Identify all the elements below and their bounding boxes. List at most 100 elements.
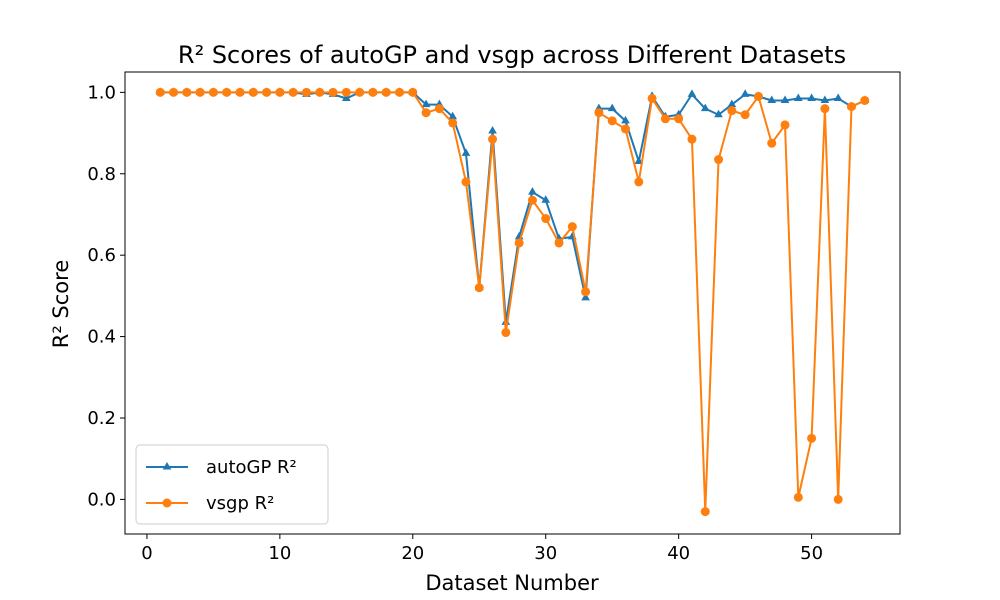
data-point [607, 103, 617, 112]
data-point [528, 187, 537, 195]
y-tick-label: 0.8 [87, 164, 116, 185]
data-point [793, 93, 803, 101]
plot-frame [124, 71, 901, 535]
data-point [820, 104, 830, 114]
legend-marker [162, 498, 172, 508]
data-point [594, 108, 604, 118]
data-point [368, 87, 378, 97]
data-point [727, 99, 737, 108]
data-point [155, 87, 165, 97]
data-point [275, 87, 285, 97]
data-point [169, 87, 179, 97]
legend-box [135, 444, 329, 525]
data-point [820, 95, 830, 103]
x-tick-label: 30 [534, 543, 557, 564]
y-tick-label: 0.0 [87, 489, 116, 510]
data-point [448, 118, 458, 128]
data-point [288, 87, 298, 97]
data-point [620, 124, 630, 134]
data-point [846, 102, 856, 112]
data-point [607, 116, 617, 126]
data-point [674, 114, 684, 124]
data-point [687, 89, 697, 97]
data-point [328, 87, 338, 97]
data-point [740, 89, 750, 97]
data-point [740, 110, 750, 120]
data-point [621, 115, 630, 124]
data-point [687, 134, 697, 144]
data-point [222, 87, 232, 97]
plot-series [155, 87, 870, 517]
data-point [767, 95, 777, 103]
data-point [554, 238, 564, 248]
data-point [461, 148, 471, 156]
data-point [714, 109, 723, 118]
data-point [753, 91, 763, 101]
data-point [807, 93, 816, 101]
legend-marker [162, 462, 172, 470]
data-point [355, 87, 365, 97]
x-tick-label: 10 [268, 543, 291, 564]
data-point [833, 93, 843, 101]
data-point [248, 87, 258, 97]
data-point [767, 138, 777, 148]
legend-label: vsgp R² [206, 493, 274, 514]
data-point [341, 87, 351, 97]
data-point [541, 195, 551, 203]
x-tick-label: 40 [667, 543, 690, 564]
data-point [780, 120, 790, 130]
data-point [448, 111, 458, 120]
data-point [342, 93, 351, 101]
legend-item: autoGP R² [146, 457, 297, 478]
series-2 [155, 87, 870, 517]
data-point [807, 433, 817, 443]
x-tick-label: 20 [401, 543, 424, 564]
x-tick-label: 0 [141, 543, 152, 564]
data-point [262, 87, 272, 97]
data-point [434, 104, 444, 114]
data-point [833, 494, 843, 504]
data-point [514, 238, 524, 248]
data-point [647, 93, 657, 103]
data-point [567, 222, 577, 232]
y-tick-label: 0.6 [87, 245, 116, 266]
legend-label: autoGP R² [206, 457, 297, 478]
data-point [315, 87, 325, 97]
data-point [395, 87, 405, 97]
data-point [660, 114, 670, 124]
data-point [793, 492, 803, 502]
y-tick-label: 0.4 [87, 327, 116, 348]
x-axis-label: Dataset Number [425, 571, 599, 595]
data-point [488, 134, 498, 144]
data-point [488, 126, 497, 134]
data-point [501, 328, 511, 338]
y-axis-label: R² Score [49, 260, 73, 349]
data-point [421, 99, 431, 108]
x-tick-label: 50 [800, 543, 823, 564]
data-point [541, 214, 551, 224]
data-point [780, 95, 790, 103]
data-point [581, 292, 590, 301]
data-point [182, 87, 192, 97]
data-point [208, 87, 218, 97]
data-point [381, 87, 391, 97]
y-tick-label: 0.2 [87, 408, 116, 429]
chart-title: R² Scores of autoGP and vsgp across Diff… [178, 41, 846, 69]
data-point [195, 87, 205, 97]
data-point [235, 87, 245, 97]
data-point [714, 155, 724, 165]
legend: autoGP R² vsgp R² [135, 444, 329, 525]
data-point [700, 507, 710, 517]
data-point [474, 283, 484, 293]
data-point [860, 95, 870, 105]
data-point [461, 177, 471, 187]
data-point [581, 287, 591, 297]
axis-ticks: 0 10 20 30 40 50 0.0 0.2 0.4 0.6 0.8 1.0 [87, 82, 823, 564]
data-point [700, 103, 710, 112]
legend-item: vsgp R² [146, 493, 274, 514]
data-point [527, 195, 537, 205]
data-point [408, 87, 418, 97]
data-point [421, 108, 431, 118]
